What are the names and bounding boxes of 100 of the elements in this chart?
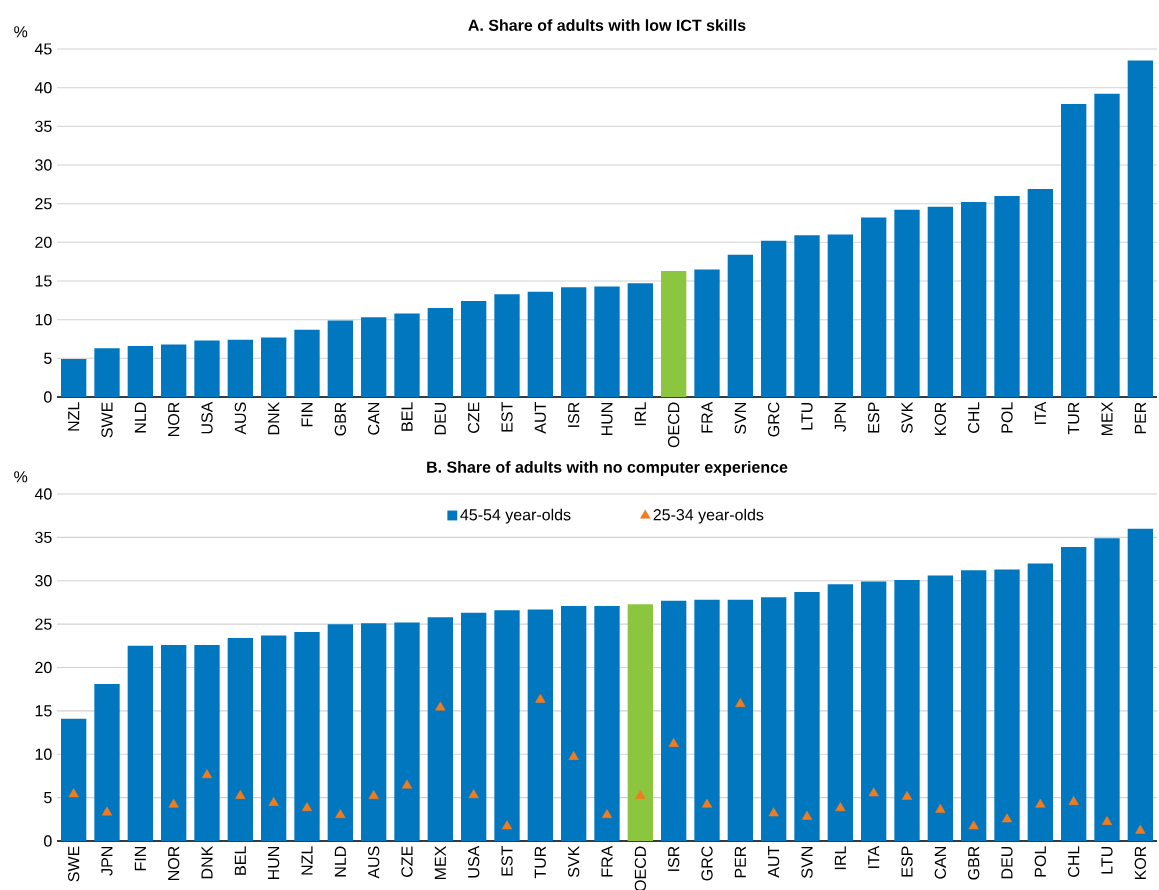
y-tick-label: 10 [35, 748, 52, 760]
x-tick-label: CHL [1068, 846, 1080, 877]
bar [794, 235, 820, 397]
bar [261, 337, 287, 397]
y-tick-label: 35 [35, 120, 52, 132]
x-tick-label: CZE [401, 846, 413, 877]
x-tick-label: JPN [834, 403, 846, 432]
x-tick-label: GRC [701, 846, 713, 881]
point [168, 798, 179, 808]
bar [394, 622, 420, 841]
bar [461, 612, 487, 841]
bar [1027, 563, 1054, 841]
point [401, 779, 413, 789]
bar [194, 644, 220, 841]
y-tick-label: 15 [35, 275, 52, 287]
x-tick-label: NZL [68, 402, 80, 431]
point [868, 787, 879, 797]
x-tick-label: CHL [968, 402, 980, 433]
bar [961, 202, 987, 397]
bar [527, 609, 554, 841]
bar [294, 631, 320, 841]
point [535, 693, 546, 703]
bar [994, 195, 1020, 397]
bar [94, 348, 120, 397]
x-tick-label: FRA [601, 845, 613, 877]
point [901, 790, 913, 800]
bar [527, 291, 554, 397]
x-tick-label: PER [734, 846, 746, 878]
bar [61, 359, 87, 397]
x-tick-label: SVK [901, 401, 913, 433]
x-tick-label: DEU [1001, 846, 1013, 879]
point [801, 810, 813, 820]
x-tick-label: FIN [134, 847, 146, 871]
bar [1094, 93, 1120, 397]
x-tick-label: NLD [134, 402, 146, 433]
point [368, 790, 379, 799]
x-tick-label: AUT [534, 402, 546, 434]
point [835, 802, 846, 812]
x-tick-label: USA [468, 845, 480, 878]
bar [594, 605, 620, 841]
y-tick-label: 40 [34, 82, 52, 94]
x-tick-label: CAN [934, 847, 946, 879]
x-tick-label: NLD [334, 846, 346, 877]
bar [294, 329, 320, 397]
x-tick-label: SVK [568, 845, 580, 877]
x-tick-label: ESP [868, 402, 880, 433]
bar [827, 584, 854, 841]
chart-title: A. Share of adults with low ICT skills [468, 19, 746, 31]
x-tick-label: SVN [734, 403, 746, 434]
bar [561, 287, 587, 397]
bar [194, 340, 220, 397]
x-tick-label: CZE [468, 402, 480, 433]
bar [494, 294, 520, 397]
bar [327, 320, 354, 397]
point [568, 750, 579, 760]
x-tick-label: ITA [1034, 401, 1046, 424]
x-tick-label: NZL [301, 846, 313, 875]
point [468, 789, 479, 799]
x-tick-label: CAN [368, 403, 380, 435]
x-tick-label: AUT [768, 846, 780, 878]
x-tick-label: DEU [434, 402, 446, 435]
x-tick-label: BEL [401, 402, 413, 431]
point [101, 806, 113, 816]
x-tick-label: LTU [801, 402, 813, 430]
legend-label: 25-34 year-olds [653, 508, 764, 524]
y-tick-label: 40 [34, 488, 52, 500]
x-tick-label: AUS [234, 402, 246, 435]
y-tick-label: 25 [35, 198, 52, 210]
x-tick-label: ISR [568, 402, 580, 427]
bar [61, 718, 87, 841]
point [1068, 796, 1079, 806]
legend-label: 45-54 year-olds [460, 508, 571, 524]
y-tick-label: 5 [44, 792, 52, 804]
point [301, 802, 313, 812]
point [501, 820, 513, 830]
bar [661, 600, 687, 841]
x-tick-label: ESP [901, 846, 913, 877]
bar [861, 217, 887, 397]
x-tick-label: FIN [301, 403, 313, 427]
x-tick-label: MEX [434, 846, 446, 880]
x-tick-label: FRA [701, 401, 713, 433]
x-tick-label: EST [501, 846, 513, 876]
x-tick-label: AUS [368, 846, 380, 879]
point [1135, 824, 1146, 834]
x-tick-label: GRC [768, 402, 780, 437]
y-tick-label: 20 [35, 236, 52, 248]
point [1035, 798, 1046, 808]
bar [227, 638, 254, 841]
bar [361, 623, 387, 841]
point [268, 796, 279, 806]
bar [327, 624, 354, 841]
y-axis-title: % [14, 26, 28, 38]
point [435, 701, 446, 711]
x-tick-label: GBR [968, 846, 980, 880]
bar [861, 581, 887, 841]
bar [927, 206, 954, 397]
y-tick-label: 20 [35, 661, 52, 674]
bar [94, 683, 120, 841]
point [335, 809, 346, 819]
bar [894, 209, 920, 397]
